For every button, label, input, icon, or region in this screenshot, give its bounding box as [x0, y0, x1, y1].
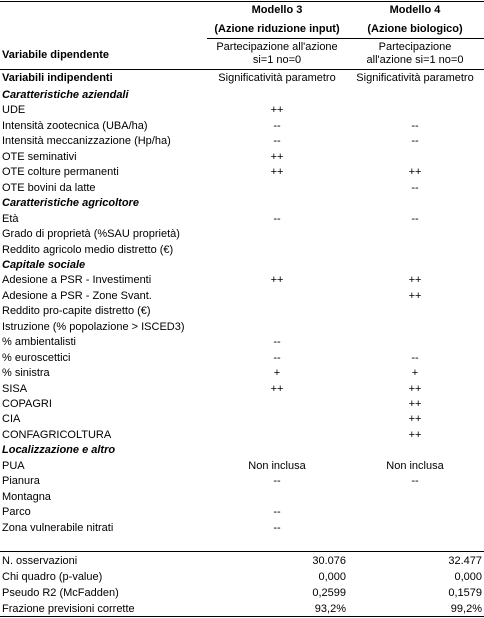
row-label: % sinistra	[2, 367, 50, 380]
cell: ++	[408, 413, 422, 426]
cell: --	[273, 475, 281, 488]
rule	[207, 38, 484, 39]
cell: +	[273, 367, 281, 380]
model-title: Modello 4	[389, 4, 441, 16]
stat-value: 0,000	[454, 571, 482, 583]
row-label: Parco	[2, 506, 31, 519]
row-label: Pianura	[2, 475, 40, 488]
row-label: OTE seminativi	[2, 150, 77, 163]
dependent-text: Partecipazione all'azione	[216, 41, 338, 53]
cell: +	[411, 367, 419, 380]
cell: --	[411, 119, 419, 132]
section-title: Caratteristiche agricoltore	[2, 197, 139, 210]
rule	[0, 69, 484, 70]
cell: --	[273, 521, 281, 534]
row-label: SISA	[2, 382, 28, 395]
dependent-label: Variabile dipendente	[2, 49, 109, 61]
cell: Non inclusa	[248, 459, 306, 472]
row-label: Età	[2, 212, 19, 225]
stat-label: N. osservazioni	[2, 555, 78, 567]
stat-label: Chi quadro (p-value)	[2, 571, 103, 583]
row-label: Adesione a PSR - Zone Svant.	[2, 289, 152, 302]
row-label: Zona vulnerabile nitrati	[2, 521, 114, 534]
stat-value: 32.477	[448, 555, 482, 567]
cell: ++	[408, 274, 422, 287]
stat-value: 93,2%	[314, 603, 346, 615]
rule	[0, 551, 484, 552]
cell: --	[411, 212, 419, 225]
cell: --	[411, 351, 419, 364]
dependent-text: all'azione si=1 no=0	[366, 54, 464, 66]
cell: ++	[270, 104, 284, 117]
cell: --	[273, 119, 281, 132]
cell: ++	[408, 398, 422, 410]
cell: ++	[408, 166, 422, 179]
section-title: Capitale sociale	[2, 258, 86, 271]
stat-label: Pseudo R2 (McFadden)	[2, 587, 119, 599]
independent-text: Significatività parametro	[356, 72, 474, 84]
stat-value: 30.076	[312, 555, 346, 567]
stat-label: Frazione previsioni corrette	[2, 603, 135, 615]
row-label: COPAGRI	[2, 398, 52, 410]
model-action: (Azione riduzione input)	[214, 23, 340, 35]
row-label: Reddito agricolo medio distretto (€)	[2, 243, 174, 256]
row-label: CIA	[2, 413, 21, 426]
row-label: % euroscettici	[2, 351, 71, 364]
rule	[0, 1, 484, 2]
cell: ++	[270, 166, 284, 179]
cell: --	[273, 506, 281, 519]
row-label: Grado di proprietà (%SAU proprietà)	[2, 228, 180, 241]
independent-text: Significatività parametro	[218, 72, 336, 84]
stat-value: 99,2%	[450, 603, 482, 615]
independent-label: Variabili indipendenti	[2, 72, 113, 84]
cell: --	[273, 336, 281, 349]
cell: Non inclusa	[386, 459, 444, 472]
model-title: Modello 3	[251, 4, 303, 16]
stat-value: 0,2599	[312, 587, 346, 599]
row-label: Montagna	[2, 490, 51, 503]
row-label: Reddito pro-capite distretto (€)	[2, 305, 151, 318]
row-label: Istruzione (% popolazione > ISCED3)	[2, 320, 185, 333]
cell: ++	[408, 289, 422, 302]
cell: ++	[270, 382, 284, 395]
row-label: Intensità zootecnica (UBA/ha)	[2, 119, 148, 132]
cell: --	[273, 212, 281, 225]
row-label: OTE bovini da latte	[2, 181, 96, 194]
cell: --	[273, 351, 281, 364]
stat-value: 0,000	[318, 571, 346, 583]
stat-value: 0,1579	[448, 587, 482, 599]
cell: --	[411, 135, 419, 148]
cell: --	[411, 181, 419, 194]
section-title: Localizzazione e altro	[2, 444, 116, 457]
row-label: UDE	[2, 104, 26, 117]
dependent-text: si=1 no=0	[252, 54, 302, 66]
section-title: Caratteristiche aziendali	[2, 89, 129, 101]
cell: ++	[408, 428, 422, 441]
cell: --	[411, 475, 419, 488]
dependent-text: Partecipazione	[378, 41, 452, 53]
row-label: % ambientalisti	[2, 336, 76, 349]
model-action: (Azione biologico)	[367, 23, 463, 35]
cell: ++	[270, 274, 284, 287]
row-label: Intensità meccanizzazione (Hp/ha)	[2, 135, 171, 148]
row-label: PUA	[2, 459, 25, 472]
row-label: Adesione a PSR - Investimenti	[2, 274, 152, 287]
cell: --	[273, 135, 281, 148]
row-label: CONFAGRICOLTURA	[2, 428, 112, 441]
cell: ++	[270, 150, 284, 163]
row-label: OTE colture permanenti	[2, 166, 119, 179]
rule	[0, 616, 484, 617]
cell: ++	[408, 382, 422, 395]
